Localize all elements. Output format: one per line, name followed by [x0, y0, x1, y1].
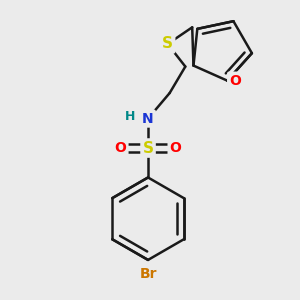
Text: O: O: [229, 74, 241, 88]
Text: S: S: [162, 37, 173, 52]
Text: N: N: [142, 112, 154, 126]
Text: Br: Br: [139, 267, 157, 281]
Text: S: S: [142, 140, 154, 155]
Text: O: O: [169, 141, 181, 155]
Text: O: O: [115, 141, 127, 155]
Text: H: H: [125, 110, 136, 123]
